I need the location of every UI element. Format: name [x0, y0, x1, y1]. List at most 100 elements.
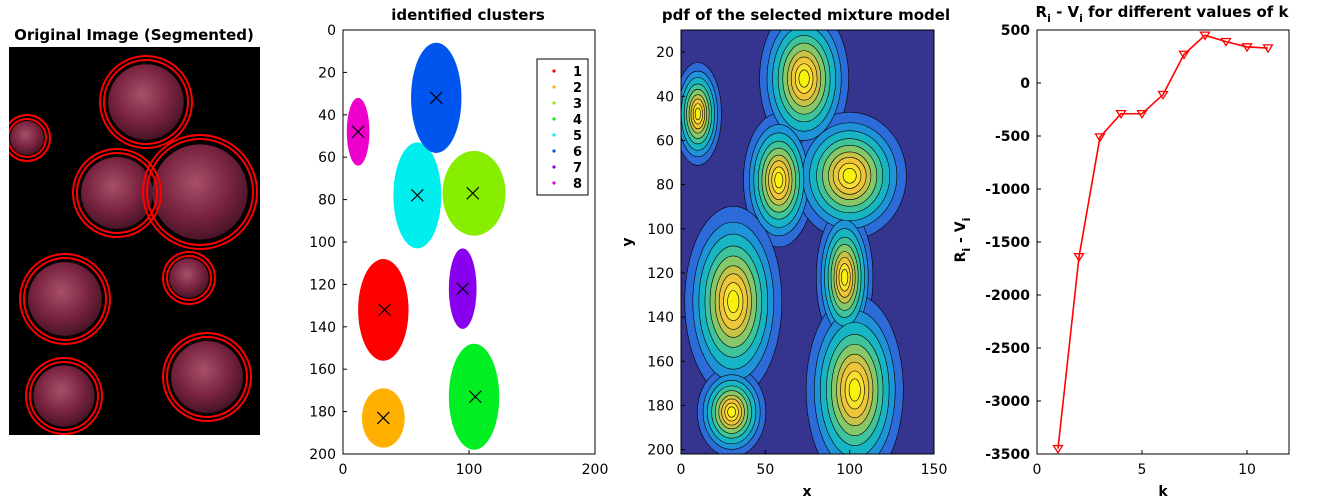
legend-label-5: 5: [573, 129, 582, 144]
apple-7: [171, 341, 243, 413]
apple-6: [28, 262, 102, 336]
panel-ri-vi: Ri - Vi for different values of k 0 5 10 50…: [953, 3, 1290, 500]
cluster-3-centroid: [466, 186, 480, 200]
ri-vi-point-k10: [1241, 43, 1253, 53]
apple-2: [9, 120, 45, 156]
cluster-2-centroid: [376, 411, 390, 425]
legend-marker-3: [552, 101, 556, 105]
contour-axes-box: [680, 29, 935, 455]
panel-mixture-pdf: pdf of the selected mixture model 0 50 100…: [620, 6, 950, 500]
cluster-5-centroid: [410, 188, 424, 202]
contour-ytick-label: 140: [647, 310, 674, 326]
clusters-title: identified clusters: [391, 6, 545, 24]
line-ytick-label: -1500: [985, 235, 1030, 251]
detection-circle-1: [103, 59, 189, 145]
line-xtick-label: 0: [1033, 462, 1042, 478]
cluster-4-region: [448, 343, 500, 450]
legend-marker-7: [552, 165, 556, 169]
legend-label-1: 1: [573, 65, 582, 80]
contour-ytick-label: 200: [647, 443, 674, 459]
clusters-ytick-label: 120: [309, 277, 336, 293]
ri-vi-point-k9: [1220, 37, 1232, 47]
detection-circle-outer-8: [25, 357, 103, 435]
ri-vi-point-k1: [1052, 444, 1064, 454]
line-ytick-label: 500: [1001, 23, 1030, 39]
line-xtick-label: 10: [1238, 462, 1256, 478]
line-ytick-label: -2500: [985, 341, 1030, 357]
contour-level-9-component-3: [774, 172, 784, 189]
cluster-1-region: [358, 258, 409, 361]
detection-circle-outer-1: [99, 55, 193, 149]
cluster-6-centroid: [429, 91, 443, 105]
clusters-ytick-label: 80: [318, 193, 336, 209]
contour-level-9-component-2: [694, 107, 701, 121]
legend-marker-5: [552, 133, 556, 137]
detection-circle-outer-6: [19, 253, 111, 345]
contour-ytick-label: 60: [656, 133, 674, 149]
legend-label-8: 8: [573, 177, 582, 192]
clusters-ytick-label: 20: [318, 65, 336, 81]
contour-ytick-label: 100: [647, 222, 674, 238]
contour-level-9-component-4: [842, 168, 857, 184]
detection-circle-outer-4: [142, 134, 258, 250]
contour-xlabel: x: [802, 484, 811, 500]
legend-marker-1: [552, 69, 556, 73]
clusters-ytick-label: 60: [318, 150, 336, 166]
apple-1: [108, 64, 184, 140]
ri-vi-point-k11: [1262, 44, 1274, 54]
ri-vi-point-k2: [1073, 253, 1085, 263]
detection-circle-6: [23, 257, 107, 341]
clusters-xtick-label: 200: [582, 462, 609, 478]
detection-circle-5: [166, 255, 212, 301]
apple-3: [81, 157, 153, 229]
legend-label-2: 2: [573, 81, 582, 96]
detection-circle-outer-7: [162, 332, 252, 422]
contour-title: pdf of the selected mixture model: [662, 6, 950, 24]
cluster-7-centroid: [456, 282, 470, 296]
contour-level-9-component-6: [727, 290, 740, 314]
photo-title: Original Image (Segmented): [14, 26, 254, 44]
contour-ytick-label: 160: [647, 354, 674, 370]
clusters-ytick-label: 100: [309, 235, 336, 251]
legend-marker-2: [552, 85, 556, 89]
ri-vi-point-k6: [1157, 90, 1169, 100]
ri-vi-point-k7: [1178, 50, 1190, 60]
detection-circle-3: [76, 152, 158, 234]
apple-4: [152, 144, 248, 240]
cluster-3-region: [442, 150, 506, 236]
line-ytick-label: -2000: [985, 288, 1030, 304]
legend-label-7: 7: [573, 161, 582, 176]
ri-vi-point-k3: [1094, 133, 1106, 143]
detection-circle-4: [146, 138, 254, 246]
contour-ytick-label: 40: [656, 89, 674, 105]
detection-circle-2: [9, 118, 47, 158]
contour-level-9-component-5: [841, 268, 849, 286]
contour-level-9-component-7: [848, 378, 861, 402]
detection-circle-7: [166, 336, 248, 418]
clusters-ytick-label: 0: [327, 23, 336, 39]
contour-xtick-label: 100: [836, 462, 863, 478]
clusters-ytick-label: 200: [309, 447, 336, 463]
clusters-ytick-label: 160: [309, 362, 336, 378]
contour-level-9-component-1: [798, 69, 810, 88]
line-ytick-label: 0: [1020, 76, 1030, 92]
clusters-xtick-label: 100: [456, 462, 483, 478]
contour-level-9-component-8: [727, 406, 736, 418]
line-ytick-label: -3500: [985, 447, 1030, 463]
detection-circle-8: [29, 361, 99, 431]
detection-circle-outer-3: [72, 148, 162, 238]
legend-marker-8: [552, 181, 556, 185]
contour-xtick-label: 50: [756, 462, 774, 478]
line-xlabel: k: [1158, 484, 1168, 500]
clusters-xtick-label: 0: [339, 462, 348, 478]
panel-identified-clusters: identified clusters 0 100 2000204060801001…: [309, 6, 608, 478]
line-title: Ri - Vi for different values of k: [1036, 3, 1290, 25]
ri-vi-point-k4: [1115, 109, 1127, 120]
clusters-ytick-label: 40: [318, 108, 336, 124]
apple-8: [33, 365, 95, 427]
contour-ytick-label: 180: [647, 398, 674, 414]
line-xtick-label: 5: [1138, 462, 1147, 478]
legend-label-6: 6: [573, 145, 582, 160]
contour-ytick-label: 120: [647, 266, 674, 282]
